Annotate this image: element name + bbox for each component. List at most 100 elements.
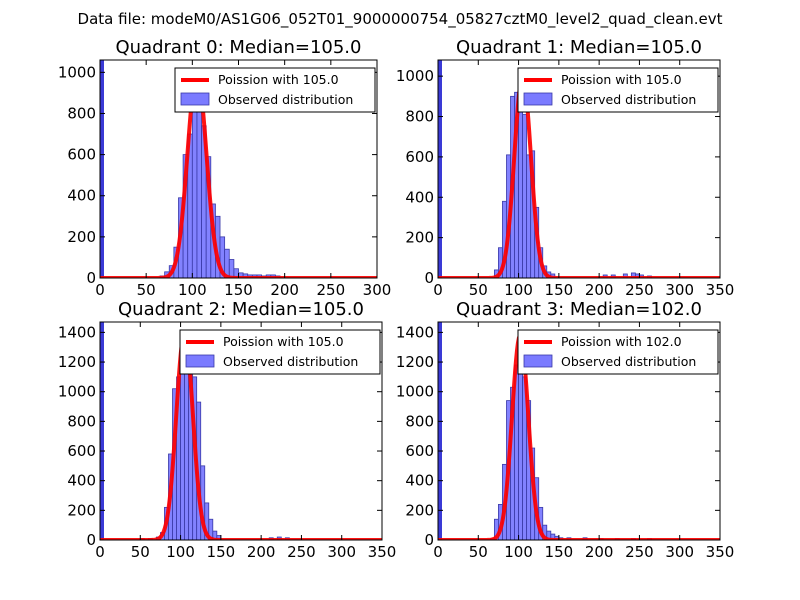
x-tick-label: 150 <box>224 281 253 299</box>
y-tick-label: 600 <box>67 146 96 164</box>
x-tick-label: 150 <box>545 281 574 299</box>
histogram-bar <box>208 518 214 540</box>
legend-bar-swatch <box>180 92 210 106</box>
spike-bar <box>100 322 104 540</box>
histogram-bar <box>184 348 190 540</box>
histogram-bar <box>180 364 185 540</box>
x-tick-label: 200 <box>585 281 614 299</box>
legend-label-observed: Observed distribution <box>561 354 696 369</box>
y-tick-label: 800 <box>405 412 434 430</box>
legend-label-poisson: Poission with 105.0 <box>218 72 339 87</box>
panel-quadrant-0: Quadrant 0: Median=105.0 0 50 100 150 200 250 3… <box>58 37 392 299</box>
legend-label-observed: Observed distribution <box>561 92 696 107</box>
y-tick-label: 0 <box>86 531 96 549</box>
x-tick-label: 150 <box>545 543 574 561</box>
x-tick-label: 300 <box>363 281 392 299</box>
y-tick-label: 1200 <box>396 353 434 371</box>
x-tick-label: 300 <box>327 543 356 561</box>
panel-quadrant-1: Quadrant 1: Median=105.0 0 50 100 150 200 250 3… <box>396 37 735 299</box>
x-tick-label: 50 <box>137 281 156 299</box>
x-tick-label: 50 <box>131 543 150 561</box>
y-tick-label: 1000 <box>58 63 96 81</box>
y-tick-label: 0 <box>424 269 434 287</box>
spike-bar <box>100 60 104 278</box>
histogram-bar <box>228 259 235 278</box>
y-tick-label: 200 <box>67 228 96 246</box>
y-tick-label: 200 <box>405 501 434 519</box>
legend-bar-swatch <box>523 92 553 106</box>
x-tick-label: 200 <box>270 281 299 299</box>
x-tick-label: 300 <box>665 281 694 299</box>
panels: Quadrant 0: Median=105.0 0 50 100 150 200 250 3… <box>58 37 735 561</box>
x-tick-label: 350 <box>706 543 735 561</box>
x-tick-label: 250 <box>625 543 654 561</box>
x-tick-label: 100 <box>178 281 207 299</box>
legend-label-poisson: Poission with 102.0 <box>561 334 682 349</box>
x-tick-label: 100 <box>166 543 195 561</box>
x-tick-label: 50 <box>469 281 488 299</box>
spike-bar <box>438 322 442 540</box>
y-tick-label: 800 <box>405 108 434 126</box>
axes-frame <box>99 321 383 541</box>
y-tick-label: 600 <box>405 148 434 166</box>
y-tick-label: 1200 <box>58 353 96 371</box>
x-tick-label: 0 <box>433 281 443 299</box>
figure-suptitle: Data file: modeM0/AS1G06_052T01_90000007… <box>78 10 723 29</box>
panel-quadrant-3: Quadrant 3: Median=102.0 0 50 100 150 200 250 3… <box>396 299 735 561</box>
y-tick-label: 800 <box>67 412 96 430</box>
x-tick-label: 300 <box>665 543 694 561</box>
x-tick-label: 50 <box>469 543 488 561</box>
y-tick-label: 1000 <box>58 383 96 401</box>
panel-title: Quadrant 1: Median=105.0 <box>456 37 702 58</box>
x-tick-label: 0 <box>95 281 105 299</box>
x-tick-label: 0 <box>433 543 443 561</box>
x-tick-label: 250 <box>317 281 346 299</box>
axes-frame <box>437 321 721 541</box>
x-tick-label: 350 <box>368 543 397 561</box>
panel-title: Quadrant 3: Median=102.0 <box>456 299 702 320</box>
histogram-bar <box>191 84 198 278</box>
x-tick-label: 250 <box>287 543 316 561</box>
x-tick-label: 100 <box>504 281 533 299</box>
histogram-bar <box>518 348 523 540</box>
legend: Poission with 102.0 Observed distribution <box>517 329 719 375</box>
legend-bar-swatch <box>523 354 553 368</box>
legend-label-observed: Observed distribution <box>218 92 353 107</box>
x-tick-label: 200 <box>247 543 276 561</box>
histogram-bar <box>526 154 532 278</box>
legend: Poission with 105.0 Observed distribution <box>174 67 376 113</box>
legend-label-observed: Observed distribution <box>223 354 358 369</box>
x-tick-label: 200 <box>585 543 614 561</box>
y-tick-label: 400 <box>405 188 434 206</box>
axes-frame <box>437 59 721 279</box>
legend: Poission with 105.0 Observed distribution <box>517 67 719 113</box>
y-tick-label: 200 <box>67 501 96 519</box>
spike-bar <box>438 60 442 278</box>
histogram-bar <box>522 114 528 278</box>
legend-label-poisson: Poission with 105.0 <box>561 72 682 87</box>
x-tick-label: 0 <box>95 543 105 561</box>
y-tick-label: 1000 <box>396 383 434 401</box>
x-tick-label: 350 <box>706 281 735 299</box>
panel-quadrant-2: Quadrant 2: Median=105.0 0 50 100 150 200 250 3… <box>58 299 397 561</box>
y-tick-label: 1400 <box>58 323 96 341</box>
x-tick-label: 100 <box>504 543 533 561</box>
y-tick-label: 0 <box>424 531 434 549</box>
y-tick-label: 200 <box>405 229 434 247</box>
y-tick-label: 800 <box>67 104 96 122</box>
y-tick-label: 1000 <box>396 67 434 85</box>
legend-bar-swatch <box>185 354 215 368</box>
legend: Poission with 105.0 Observed distribution <box>179 329 381 375</box>
y-tick-label: 400 <box>67 472 96 490</box>
y-tick-label: 600 <box>405 442 434 460</box>
y-tick-label: 600 <box>67 442 96 460</box>
panel-title: Quadrant 0: Median=105.0 <box>116 37 362 58</box>
x-tick-label: 150 <box>207 543 236 561</box>
y-tick-label: 1400 <box>396 323 434 341</box>
y-tick-label: 400 <box>405 472 434 490</box>
y-tick-label: 400 <box>67 187 96 205</box>
panel-title: Quadrant 2: Median=105.0 <box>118 299 364 320</box>
y-tick-label: 0 <box>86 269 96 287</box>
x-tick-label: 250 <box>625 281 654 299</box>
